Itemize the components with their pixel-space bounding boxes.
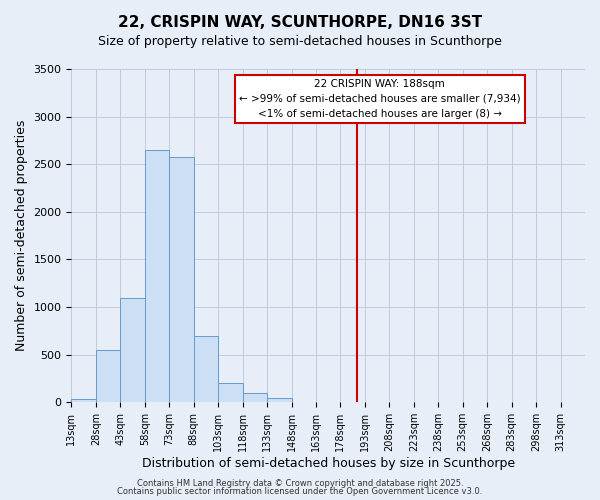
Text: Contains public sector information licensed under the Open Government Licence v3: Contains public sector information licen… [118, 488, 482, 496]
Bar [71, 400, 96, 402]
X-axis label: Distribution of semi-detached houses by size in Scunthorpe: Distribution of semi-detached houses by … [142, 457, 515, 470]
Text: 22 CRISPIN WAY: 188sqm
← >99% of semi-detached houses are smaller (7,934)
<1% of: 22 CRISPIN WAY: 188sqm ← >99% of semi-de… [239, 79, 520, 118]
Bar [121, 298, 145, 403]
Bar [218, 384, 242, 402]
Bar [242, 393, 267, 402]
Bar [145, 150, 169, 403]
Text: Contains HM Land Registry data © Crown copyright and database right 2025.: Contains HM Land Registry data © Crown c… [137, 478, 463, 488]
Y-axis label: Number of semi-detached properties: Number of semi-detached properties [15, 120, 28, 352]
Text: 22, CRISPIN WAY, SCUNTHORPE, DN16 3ST: 22, CRISPIN WAY, SCUNTHORPE, DN16 3ST [118, 15, 482, 30]
Bar [96, 350, 121, 403]
Bar [194, 336, 218, 402]
Bar [169, 156, 194, 402]
Bar [267, 398, 292, 402]
Text: Size of property relative to semi-detached houses in Scunthorpe: Size of property relative to semi-detach… [98, 35, 502, 48]
